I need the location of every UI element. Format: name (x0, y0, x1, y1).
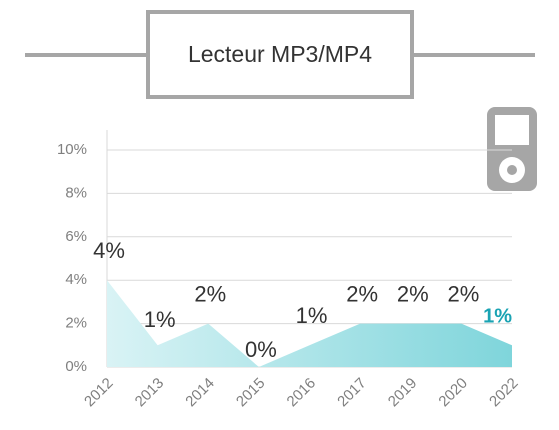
title-box (146, 10, 414, 99)
x-tick-label: 2014 (182, 375, 218, 411)
x-tick-label: 2012 (81, 375, 117, 411)
value-label: 1% (144, 307, 176, 332)
value-label: 2% (194, 281, 226, 306)
area (107, 280, 512, 367)
x-tick-label: 2020 (435, 375, 471, 411)
y-tick-label: 4% (65, 271, 87, 288)
y-tick-label: 2% (65, 315, 87, 332)
value-label: 2% (346, 281, 378, 306)
y-tick-label: 6% (65, 228, 87, 245)
x-tick-label: 2015 (233, 375, 269, 411)
player-icon (487, 107, 537, 191)
x-tick-label: 2022 (486, 375, 522, 411)
x-tick-label: 2013 (132, 375, 168, 411)
y-tick-label: 0% (65, 358, 87, 375)
y-tick-label: 8% (65, 184, 87, 201)
value-label: 4% (93, 238, 125, 263)
value-label: 1% (296, 303, 328, 328)
y-tick-label: 10% (57, 141, 87, 158)
value-label: 2% (447, 281, 479, 306)
value-label: 0% (245, 337, 277, 362)
x-tick-label: 2019 (385, 375, 421, 411)
x-tick-label: 2017 (334, 375, 370, 411)
x-tick-label: 2016 (284, 375, 320, 411)
value-label: 1% (483, 306, 512, 328)
value-label: 2% (397, 281, 429, 306)
chart-title: Lecteur MP3/MP4 (188, 41, 372, 67)
